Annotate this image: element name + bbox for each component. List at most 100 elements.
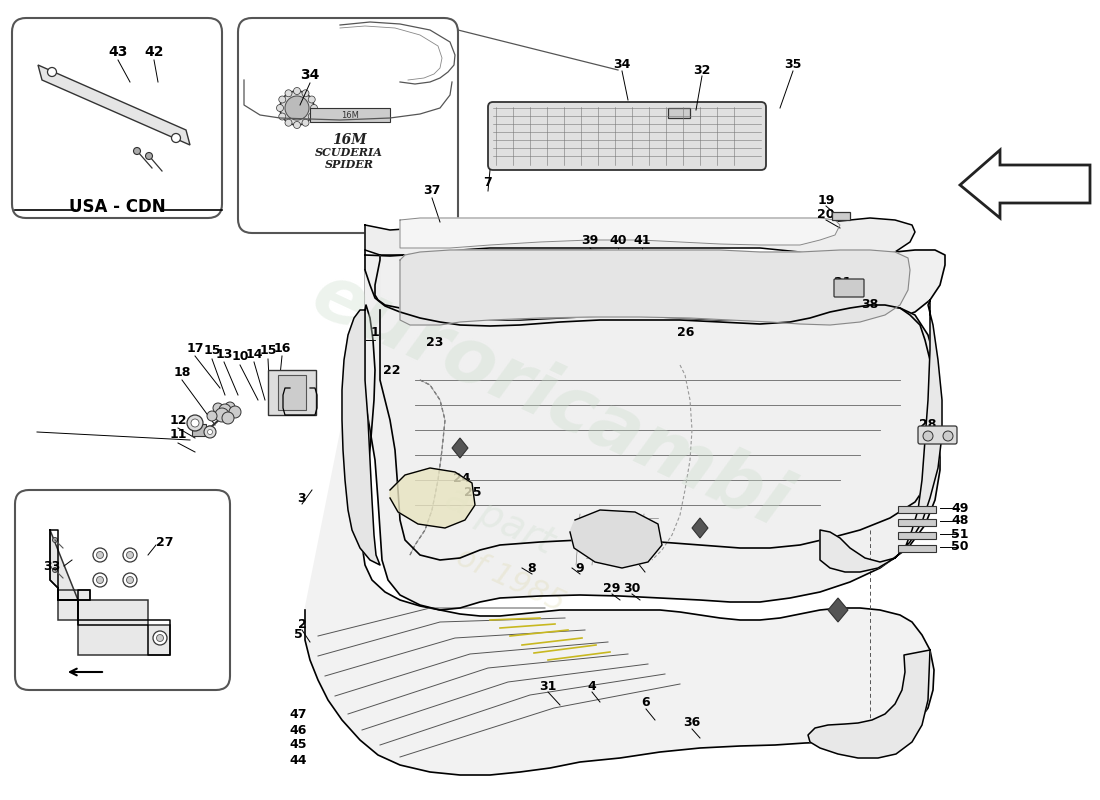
Text: 33: 33	[43, 559, 60, 573]
Text: 46: 46	[289, 723, 307, 737]
Circle shape	[94, 548, 107, 562]
Text: 16: 16	[273, 342, 290, 354]
Text: 2: 2	[298, 618, 307, 631]
Text: 8: 8	[632, 549, 641, 562]
Text: USA - CDN: USA - CDN	[68, 198, 165, 216]
Polygon shape	[828, 598, 848, 622]
Text: 45: 45	[289, 738, 307, 751]
Text: 43: 43	[108, 45, 128, 59]
Circle shape	[126, 577, 133, 583]
Text: 19: 19	[817, 194, 835, 206]
Text: 39: 39	[582, 234, 598, 246]
Circle shape	[308, 96, 316, 103]
Polygon shape	[400, 250, 910, 325]
FancyBboxPatch shape	[15, 490, 230, 690]
Circle shape	[285, 119, 292, 126]
Text: 27: 27	[156, 537, 174, 550]
Circle shape	[222, 412, 234, 424]
Text: 5: 5	[294, 629, 302, 642]
Polygon shape	[808, 650, 930, 758]
Text: 3: 3	[298, 491, 306, 505]
Circle shape	[126, 551, 133, 558]
Text: 7: 7	[484, 177, 493, 190]
Bar	[832, 212, 850, 220]
Text: 17: 17	[186, 342, 204, 354]
Text: 1: 1	[371, 326, 380, 338]
Circle shape	[172, 134, 180, 142]
Circle shape	[204, 426, 216, 438]
Polygon shape	[400, 218, 840, 248]
Bar	[898, 519, 936, 526]
Circle shape	[207, 411, 217, 421]
Text: 10: 10	[231, 350, 249, 363]
Circle shape	[97, 551, 103, 558]
Text: 21: 21	[834, 275, 851, 289]
Text: 6: 6	[641, 697, 650, 710]
Text: 32: 32	[693, 63, 711, 77]
Circle shape	[145, 153, 153, 159]
Polygon shape	[39, 65, 190, 145]
FancyBboxPatch shape	[918, 426, 957, 444]
Text: 44: 44	[289, 754, 307, 766]
Text: 13: 13	[216, 347, 233, 361]
Bar	[898, 506, 936, 513]
Bar	[668, 108, 690, 118]
Text: SPIDER: SPIDER	[324, 159, 374, 170]
Text: 41: 41	[634, 234, 651, 246]
Text: 11: 11	[169, 429, 187, 442]
Bar	[192, 424, 206, 436]
Circle shape	[285, 96, 309, 120]
Circle shape	[213, 403, 223, 413]
Polygon shape	[570, 510, 662, 568]
Circle shape	[53, 538, 57, 542]
Circle shape	[308, 113, 316, 120]
Text: 15: 15	[204, 345, 221, 358]
Polygon shape	[365, 270, 940, 610]
Circle shape	[229, 406, 241, 418]
FancyBboxPatch shape	[834, 279, 864, 297]
Text: 29: 29	[603, 582, 620, 594]
Text: 47: 47	[289, 709, 307, 722]
Text: 25: 25	[464, 486, 482, 498]
Circle shape	[97, 577, 103, 583]
Text: 48: 48	[952, 514, 969, 527]
Polygon shape	[375, 255, 940, 560]
Polygon shape	[365, 218, 915, 260]
Circle shape	[47, 67, 56, 77]
Text: 30: 30	[624, 582, 640, 594]
Text: 42: 42	[144, 45, 164, 59]
Polygon shape	[50, 530, 170, 655]
Text: 22: 22	[383, 363, 400, 377]
Circle shape	[133, 147, 141, 154]
Circle shape	[276, 105, 284, 111]
Text: 40: 40	[609, 234, 627, 246]
Circle shape	[191, 419, 199, 427]
Text: 20: 20	[817, 207, 835, 221]
Bar	[310, 108, 390, 122]
Circle shape	[214, 408, 229, 422]
FancyBboxPatch shape	[12, 18, 222, 218]
Circle shape	[226, 402, 235, 412]
Circle shape	[187, 415, 204, 431]
Circle shape	[94, 573, 107, 587]
Circle shape	[310, 105, 318, 111]
Polygon shape	[365, 250, 945, 322]
Text: 23: 23	[427, 335, 443, 349]
Text: of 1985: of 1985	[451, 542, 569, 618]
Text: 4: 4	[587, 679, 596, 693]
Text: 28: 28	[920, 418, 937, 431]
Circle shape	[302, 90, 309, 97]
Circle shape	[53, 567, 57, 573]
Circle shape	[219, 404, 231, 416]
Bar	[278, 375, 306, 410]
Text: 26: 26	[678, 326, 695, 338]
FancyBboxPatch shape	[488, 102, 766, 170]
Circle shape	[943, 431, 953, 441]
Circle shape	[294, 122, 300, 129]
Polygon shape	[305, 305, 934, 775]
Text: 12: 12	[169, 414, 187, 426]
Text: 15: 15	[260, 345, 277, 358]
Text: 50: 50	[952, 541, 969, 554]
FancyBboxPatch shape	[238, 18, 458, 233]
Text: SCUDERIA: SCUDERIA	[315, 147, 383, 158]
